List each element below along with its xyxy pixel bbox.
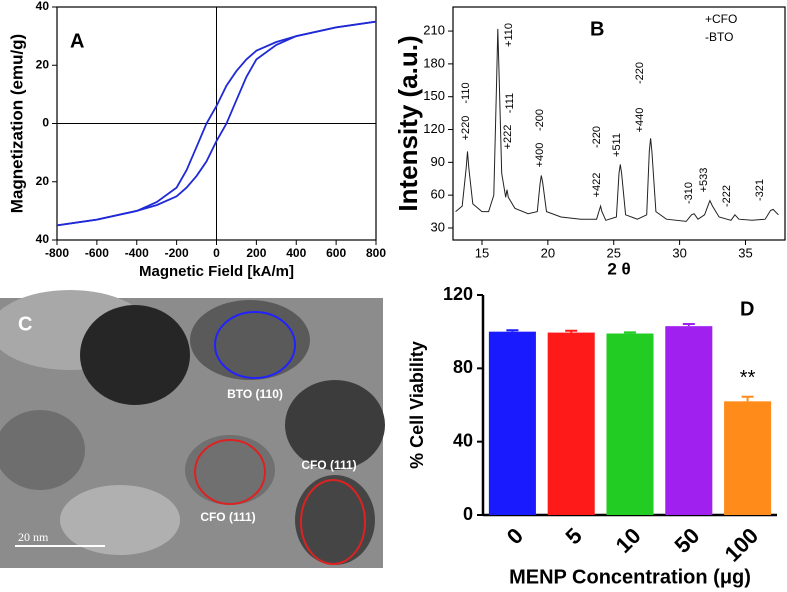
highlight-circle	[194, 439, 266, 505]
x-tick-label: 50	[669, 523, 704, 558]
x-tick-label: 600	[326, 246, 346, 260]
error-bar	[741, 395, 754, 402]
peak-label: +400	[534, 143, 546, 168]
x-axis-label: Magnetic Field [kA/m]	[139, 263, 294, 280]
peak-label: -222	[721, 185, 733, 207]
particle	[295, 475, 375, 565]
highlight-circle	[214, 311, 296, 379]
peak-label: -310	[683, 182, 695, 204]
x-tick-label: 35	[738, 245, 752, 260]
x-tick-label: 400	[286, 246, 306, 260]
x-tick-label: -200	[165, 246, 189, 260]
y-axis-label: Intensity (a.u.)	[393, 35, 423, 211]
panel-label: B	[590, 18, 604, 40]
particle	[285, 380, 385, 470]
peak-label: +511	[611, 133, 623, 157]
peak-label: +440	[634, 108, 646, 133]
peak-label: +422	[591, 173, 603, 198]
highlight-circle	[300, 479, 366, 565]
significance-mark: **	[740, 367, 756, 389]
x-axis-label: MENP Concentration (μg)	[509, 566, 751, 588]
y-tick-label: 90	[431, 154, 445, 169]
error-bar	[506, 329, 519, 332]
y-tick-label: 180	[423, 55, 445, 70]
image-label: CFO (111)	[200, 510, 255, 524]
y-tick-label: 40	[36, 0, 50, 13]
bar	[488, 331, 536, 515]
peak-label: -321	[754, 179, 766, 201]
y-tick-label: 20	[36, 57, 50, 71]
peak-label: -111	[504, 93, 516, 113]
y-tick-label: 60	[431, 187, 445, 202]
y-axis-label: Magnetization (emu/g)	[7, 34, 26, 213]
peak-label: +533	[698, 168, 710, 193]
x-tick-label: 15	[475, 245, 489, 260]
x-tick-label: -600	[85, 246, 109, 260]
x-tick-label: 30	[672, 245, 686, 260]
y-tick-label: 120	[423, 121, 445, 136]
y-tick-label: 0	[463, 504, 473, 524]
image-label: BTO (110)	[227, 387, 283, 401]
y-tick-label: 40	[453, 430, 473, 450]
bar	[547, 332, 595, 515]
peak-label: +222	[502, 125, 514, 150]
y-tick-label: 120	[443, 284, 473, 304]
bar	[665, 326, 713, 515]
panel-label: D	[740, 298, 754, 320]
peak-label: -110	[460, 82, 472, 103]
x-tick-label: -800	[45, 246, 69, 260]
x-tick-label: 800	[366, 246, 386, 260]
particle	[60, 485, 180, 555]
bar	[724, 401, 772, 515]
y-axis-label: % Cell Viability	[407, 341, 427, 469]
peak-label: -200	[534, 109, 546, 131]
bar	[606, 333, 654, 515]
plot-frame	[452, 6, 786, 241]
y-tick-label: 30	[431, 219, 445, 234]
particle	[185, 435, 275, 505]
x-tick-label: 10	[611, 523, 646, 558]
peak-label: +220	[460, 116, 472, 141]
data-line	[56, 20, 377, 227]
x-tick-label: 0	[502, 523, 528, 549]
error-bar	[565, 329, 578, 333]
y-tick-label: 40	[36, 232, 50, 246]
particle	[0, 410, 85, 490]
panel-label: A	[70, 30, 84, 52]
x-tick-label: 5	[561, 523, 587, 549]
data-line	[56, 20, 377, 227]
peak-label: -220	[591, 126, 603, 148]
annotation: -BTO	[705, 30, 733, 44]
x-tick-label: 200	[246, 246, 266, 260]
y-tick-label: 150	[423, 88, 445, 103]
x-tick-label: 25	[606, 245, 620, 260]
particle	[80, 305, 190, 405]
data-line	[455, 28, 779, 222]
x-tick-label: 100	[720, 523, 764, 567]
y-tick-label: 0	[42, 116, 49, 130]
x-tick-label: 20	[541, 245, 555, 260]
x-tick-label: -400	[125, 246, 149, 260]
y-tick-label: 210	[423, 23, 445, 38]
y-tick-label: 20	[36, 174, 50, 188]
x-axis-label: 2 θ	[607, 259, 630, 278]
panel-label: C	[18, 313, 32, 335]
x-tick-label: 0	[213, 246, 220, 260]
annotation: +CFO	[705, 12, 737, 26]
scale-bar-label: 20 nm	[18, 530, 49, 544]
tem-image: C BTO (110) CFO (111) CFO (111) 20 nm	[0, 290, 385, 568]
y-tick-label: 80	[453, 357, 473, 377]
peak-label: -220	[634, 62, 646, 84]
image-label: CFO (111)	[301, 458, 356, 472]
error-bar	[682, 322, 695, 327]
error-bar	[624, 331, 636, 334]
peak-label: +110	[503, 23, 515, 47]
